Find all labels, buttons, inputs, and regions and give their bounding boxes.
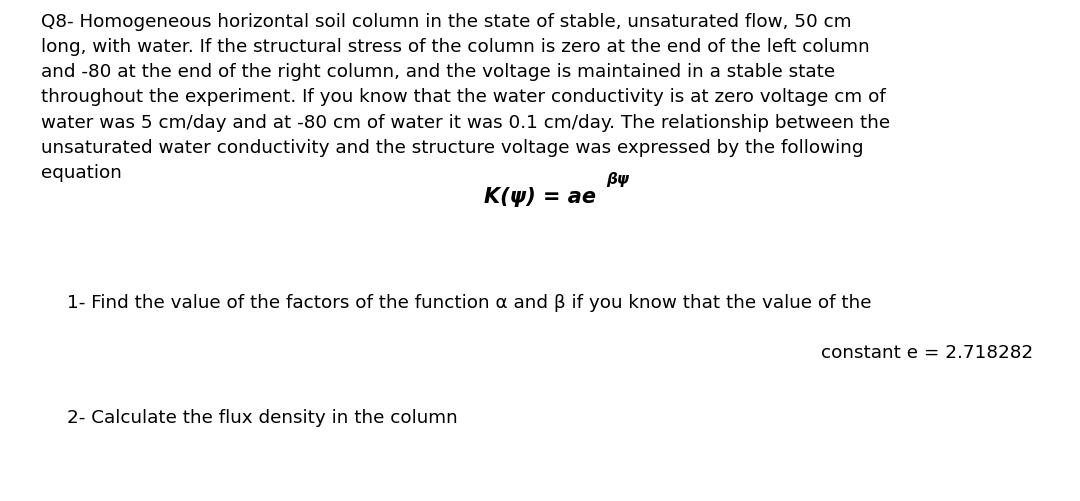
Text: constant e = 2.718282: constant e = 2.718282 [821,343,1032,361]
Text: 1- Find the value of the factors of the function α and β if you know that the va: 1- Find the value of the factors of the … [67,293,872,311]
Text: Q8- Homogeneous horizontal soil column in the state of stable, unsaturated flow,: Q8- Homogeneous horizontal soil column i… [41,13,890,182]
Text: 2- Calculate the flux density in the column: 2- Calculate the flux density in the col… [67,408,458,426]
Text: K(ψ) = ae: K(ψ) = ae [484,187,596,207]
Text: βψ: βψ [606,172,629,187]
